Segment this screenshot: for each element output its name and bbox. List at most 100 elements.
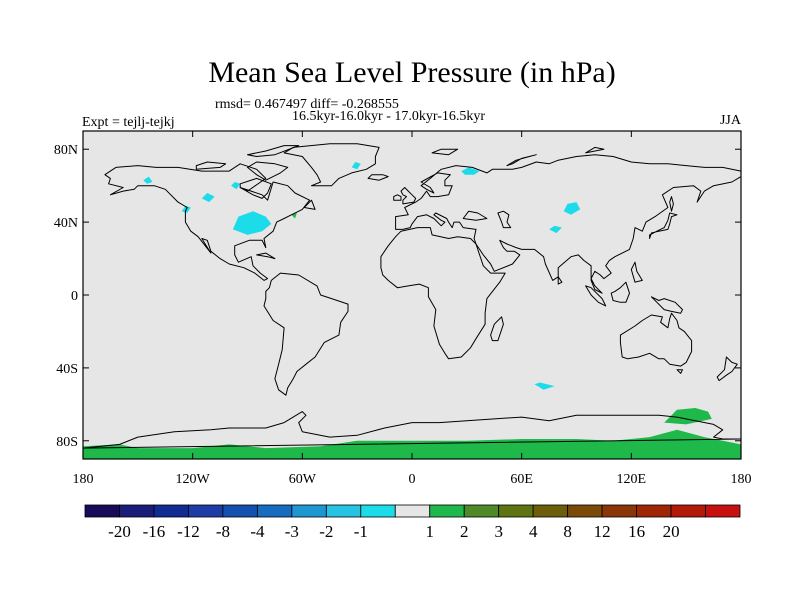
coastline-borneo — [610, 281, 630, 303]
y-tick-label: 80N — [54, 143, 78, 158]
coastline-great-britain — [400, 187, 417, 205]
coastline-antarctica — [82, 411, 742, 449]
coastline-severnaya — [585, 146, 605, 154]
map-panel: 180 120W 60W 0 60E 120E 180 80N 40N 0 40S 80S — [54, 130, 752, 487]
coastline-africa — [380, 227, 506, 360]
coastline-eurasia — [395, 154, 742, 294]
coastline-greenland — [283, 143, 380, 187]
coastline-ellesmere — [247, 145, 300, 157]
y-tick-label: 40N — [54, 216, 78, 231]
colorbar-swatch — [360, 504, 396, 518]
coastline-new-guinea — [650, 296, 683, 314]
x-tick-label: 180 — [731, 472, 752, 487]
x-tick-label: 180 — [73, 472, 94, 487]
coastline-iceland — [367, 174, 389, 181]
coastline-sri-lanka — [557, 276, 563, 285]
colorbar-swatch — [222, 504, 258, 518]
coastline-victoria-island — [195, 161, 227, 170]
coastline-baffin — [247, 161, 289, 181]
coastline-cuba — [256, 252, 276, 260]
colorbar-label: 20 — [663, 522, 680, 541]
coastline-newfoundland — [303, 199, 316, 210]
colorbar-label: 16 — [628, 522, 645, 541]
region-alaska-negative — [143, 176, 153, 184]
colorbar-swatch — [153, 504, 189, 518]
map-background — [83, 131, 741, 459]
x-tick-label: 60E — [510, 472, 533, 487]
axis-ticks: 180 120W 60W 0 60E 120E 180 80N 40N 0 40S 80S — [54, 131, 752, 487]
figure-title: Mean Sea Level Pressure (in hPa) — [208, 56, 615, 89]
region-hudson-negative — [231, 182, 241, 190]
coastline-black-sea — [462, 210, 488, 221]
coastline-south-america — [263, 272, 349, 396]
region-scandinavia-negative — [461, 167, 480, 175]
coastline-madagascar — [490, 316, 504, 342]
colorbar-label: -2 — [319, 522, 333, 541]
coastline-layer — [82, 143, 742, 449]
colorbar-swatch — [463, 504, 500, 518]
colorbar-swatch — [636, 504, 672, 518]
experiment-label: Expt = tejlj-tejkj — [82, 115, 175, 130]
region-tibet-negative — [549, 225, 562, 233]
x-tick-label: 60W — [289, 472, 317, 487]
colorbar-swatch — [498, 504, 534, 518]
y-tick-label: 40S — [56, 362, 78, 377]
season-label: JJA — [720, 113, 742, 128]
colorbar-swatch — [567, 504, 603, 518]
colorbar-label: -4 — [250, 522, 265, 541]
colorbar-swatch — [394, 504, 431, 518]
x-tick-label: 120E — [617, 472, 647, 487]
coastline-ireland — [393, 194, 402, 201]
colorbar-label: 4 — [529, 522, 538, 541]
colorbar-label: -8 — [216, 522, 230, 541]
colorbar: -20 -16 -12 -8 -4 -3 -2 -1 1 2 3 4 8 12 16 20 — [84, 504, 741, 541]
colorbar-label: -20 — [108, 522, 131, 541]
x-tick-label: 120W — [176, 472, 211, 487]
colorbar-swatch — [188, 504, 224, 518]
colorbar-swatch — [325, 504, 362, 518]
colorbar-label: -16 — [143, 522, 166, 541]
region-south-indian-ocean-negative — [534, 382, 555, 390]
colorbar-label: 12 — [594, 522, 611, 541]
coastline-sumatra — [585, 285, 607, 307]
colorbar-swatch — [601, 504, 637, 518]
coastline-japan — [649, 212, 678, 239]
colorbar-swatch — [291, 504, 327, 518]
x-tick-label: 0 — [409, 472, 416, 487]
colorbar-swatch — [119, 504, 155, 518]
colorbar-swatch — [532, 504, 569, 518]
region-north-america-negative — [232, 211, 272, 235]
colorbar-swatch — [670, 504, 706, 518]
region-canada-negative — [201, 193, 215, 203]
coastline-svalbard — [431, 148, 459, 156]
coastline-sakhalin — [669, 196, 674, 212]
colorbar-label: 8 — [563, 522, 572, 541]
coastline-philippines — [630, 261, 643, 283]
coastline-caspian — [497, 210, 512, 229]
region-greenland-negative — [351, 162, 361, 170]
period-line: 16.5kyr-16.0kyr - 17.0kyr-16.5kyr — [292, 109, 485, 124]
colorbar-swatch — [84, 504, 120, 518]
colorbar-label: -3 — [285, 522, 299, 541]
colorbar-label: 1 — [425, 522, 434, 541]
coastline-australia — [619, 312, 693, 367]
region-ross-sea-positive — [664, 408, 712, 425]
region-antarctica-positive — [83, 429, 741, 459]
region-central-asia-negative — [563, 202, 581, 215]
colorbar-swatch — [705, 504, 741, 518]
stats-line: rmsd= 0.467497 diff= -0.268555 — [215, 97, 399, 112]
colorbar-swatch — [429, 504, 465, 518]
coastline-hudson-outline — [239, 177, 272, 199]
anomaly-fill-layer — [83, 162, 741, 459]
colorbar-label: -12 — [177, 522, 200, 541]
coastline-tasmania — [676, 369, 683, 374]
y-tick-label: 80S — [56, 435, 78, 450]
colorbar-swatch — [256, 504, 293, 518]
coastline-new-zealand — [716, 356, 738, 382]
coastline-novaya-zemlya — [506, 154, 537, 167]
colorbar-label: 2 — [460, 522, 469, 541]
coastline-north-america — [104, 163, 311, 281]
colorbar-label: -1 — [354, 522, 368, 541]
colorbar-label: 3 — [494, 522, 503, 541]
